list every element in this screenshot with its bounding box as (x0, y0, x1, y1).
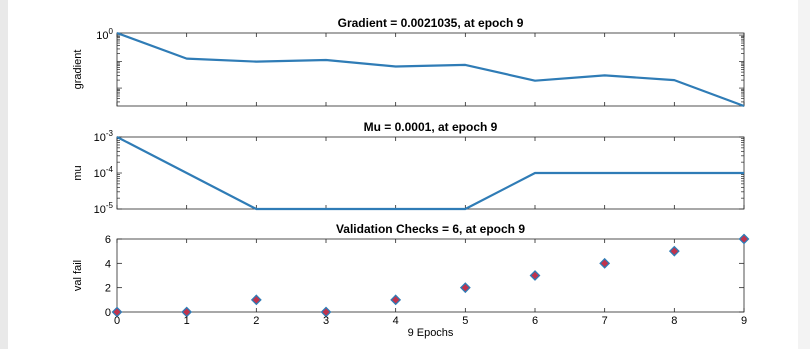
data-point (111, 306, 123, 318)
data-point (250, 294, 262, 306)
y-tick-base: 10 (94, 204, 106, 216)
x-tick-label: 4 (393, 315, 399, 327)
y-tick-label: 0 (105, 307, 111, 319)
series-line (116, 31, 745, 108)
x-tick-label: 9 (741, 315, 747, 327)
window-left-edge (0, 0, 8, 349)
chart-title: Validation Checks = 6, at epoch 9 (336, 222, 525, 236)
y-tick-base: 10 (94, 132, 106, 144)
y-tick-label: 4 (105, 258, 111, 270)
data-point (668, 245, 680, 257)
x-tick-label: 5 (462, 315, 468, 327)
chart-panel-1: Gradient = 0.0021035, at epoch 9 gradient… (72, 16, 745, 108)
y-tick-exponent: -4 (106, 165, 114, 174)
data-point (181, 306, 193, 318)
y-tick-label: 10-5 (94, 201, 114, 216)
y-tick-label: 10-4 (94, 165, 114, 180)
y-axis-label: mu (72, 165, 84, 180)
y-tick-base: 10 (96, 30, 108, 42)
y-axis-label: val fail (72, 260, 84, 291)
data-point (459, 282, 471, 294)
chart-panel-3: Validation Checks = 6, at epoch 9 val fai… (72, 222, 750, 339)
y-tick-label: 2 (105, 283, 111, 295)
data-point (320, 306, 332, 318)
x-tick-label: 1 (184, 315, 190, 327)
plot-area (116, 32, 745, 107)
series-line (116, 136, 744, 211)
y-tick-label: 10-3 (94, 129, 114, 144)
x-tick-label: 2 (253, 315, 259, 327)
y-tick-exponent: -5 (106, 201, 114, 210)
y-tick-base: 10 (94, 168, 106, 180)
chart-title: Mu = 0.0001, at epoch 9 (364, 120, 498, 134)
plot-area (116, 238, 745, 313)
y-tick-exponent: -3 (106, 129, 114, 138)
y-tick-exponent: 0 (109, 27, 114, 36)
x-tick-label: 6 (532, 315, 538, 327)
x-tick-label: 3 (323, 315, 329, 327)
chart-title: Gradient = 0.0021035, at epoch 9 (338, 16, 524, 30)
data-point (599, 257, 611, 269)
data-point (738, 233, 750, 245)
data-point (529, 270, 541, 281)
data-point (390, 294, 402, 306)
x-tick-label: 8 (671, 315, 677, 327)
y-tick-label: 6 (105, 234, 111, 246)
x-axis-label: 9 Epochs (408, 327, 454, 339)
y-tick-label: 100 (96, 27, 113, 42)
x-tick-label: 7 (602, 315, 608, 327)
x-tick-label: 0 (114, 315, 120, 327)
y-axis-label: gradient (72, 50, 84, 90)
